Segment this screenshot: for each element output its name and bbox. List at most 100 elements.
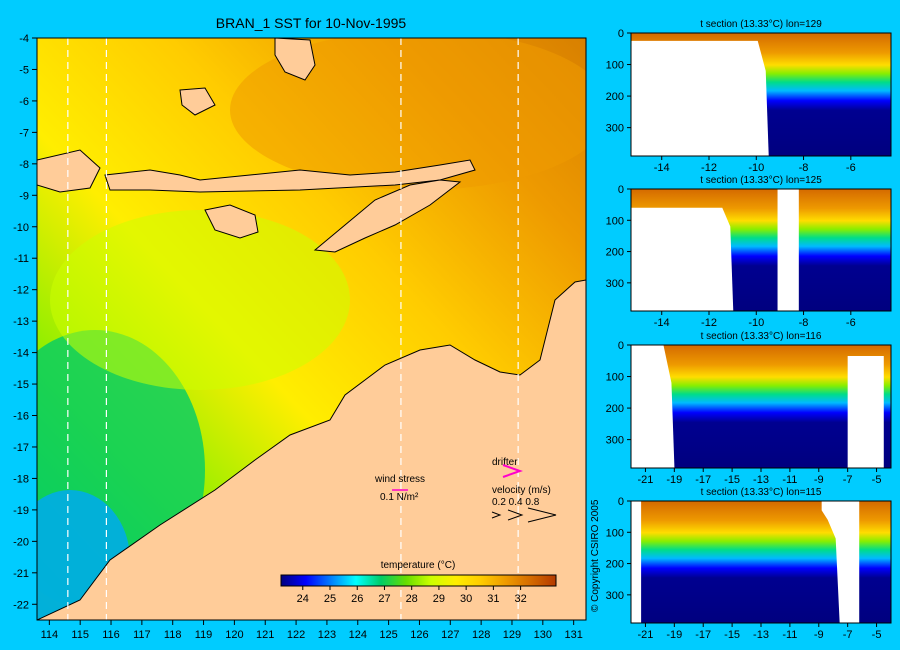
map-y-tick-label: -17	[13, 442, 29, 454]
section-x-tick-label: -12	[701, 162, 717, 174]
map-y-tick-label: -21	[13, 568, 29, 580]
map-y-tick-label: -18	[13, 473, 29, 485]
section-x-tick-label: -13	[753, 629, 769, 641]
section-x-tick-label: -14	[654, 317, 670, 329]
map-x-tick-label: 120	[225, 629, 243, 641]
map-x-tick-label: 119	[195, 629, 213, 641]
warm-eddy	[50, 210, 350, 390]
colorbar-tick-label: 32	[514, 593, 526, 605]
section-x-tick-label: -6	[846, 162, 856, 174]
section-y-tick-label: 200	[606, 247, 624, 259]
map-y-tick-label: -14	[13, 348, 29, 360]
section-x-tick-label: -5	[872, 474, 882, 486]
section-y-tick-label: 100	[606, 215, 624, 227]
section-title: t section (13.33°C) lon=125	[700, 175, 822, 186]
section-x-tick-label: -8	[799, 162, 809, 174]
section-x-tick-label: -11	[782, 629, 797, 641]
map-y-tick-label: -4	[19, 33, 29, 45]
map-y-axis: -4 -5 -6 -7 -8 -9 -10 -11 -12 -13 -14 -15 -16 -17 -18 -…	[13, 33, 37, 611]
map-y-tick-label: -15	[13, 379, 29, 391]
section-x-tick-label: -21	[637, 474, 653, 486]
map-y-tick-label: -5	[19, 64, 29, 76]
map-x-tick-label: 125	[379, 629, 397, 641]
colorbar-tick-label: 29	[433, 593, 445, 605]
section-frame	[630, 32, 892, 157]
section-x-tick-label: -10	[748, 162, 764, 174]
section-title: t section (13.33°C) lon=116	[701, 331, 822, 342]
section-x-tick-label: -11	[782, 474, 797, 486]
section-x-tick-label: -8	[799, 317, 809, 329]
section-land-mask	[777, 189, 799, 311]
map-x-tick-label: 114	[41, 629, 59, 641]
section-y-tick-label: 100	[606, 527, 624, 539]
section-y-tick-label: 200	[606, 91, 624, 103]
section-y-tick-label: 0	[618, 496, 624, 508]
section-y-tick-label: 300	[606, 278, 624, 290]
section-y-tick-label: 0	[618, 184, 624, 196]
section-y-tick-label: 0	[618, 28, 624, 40]
colorbar: temperature (°C) 24 25 26 27 28 29 30 31 32	[280, 560, 557, 605]
map-x-tick-label: 129	[503, 629, 521, 641]
map-y-tick-label: -6	[19, 96, 29, 108]
map-x-tick-label: 124	[349, 629, 367, 641]
map-x-tick-label: 118	[164, 629, 182, 641]
section-land-mask	[631, 40, 769, 157]
colorbar-tick-label: 26	[351, 593, 363, 605]
section-x-tick-label: -21	[637, 629, 653, 641]
colorbar-bar	[280, 574, 557, 587]
map-y-tick-label: -11	[14, 253, 29, 265]
land-flores-north	[274, 38, 316, 81]
wind-stress-label: wind stress	[374, 474, 425, 485]
map-y-tick-label: -9	[19, 190, 29, 202]
colorbar-tick-label: 27	[378, 593, 390, 605]
section-x-tick-label: -7	[843, 474, 853, 486]
section-x-tick-label: -7	[843, 629, 853, 641]
section-land-mask	[631, 345, 675, 468]
colorbar-tick-label: 30	[460, 593, 472, 605]
section-x-tick-label: -19	[666, 629, 682, 641]
section-x-tick-label: -17	[695, 629, 711, 641]
map-y-tick-label: -19	[13, 505, 29, 517]
section-title: t section (13.33°C) lon=115	[701, 487, 822, 498]
land-island-small	[179, 87, 216, 116]
map-x-axis: 114 115 116 117 118 119 120 121 122 123 124 125 126 1…	[41, 620, 583, 641]
section-x-tick-label: -12	[701, 317, 717, 329]
colorbar-ticks: 24 25 26 27 28 29 30 31 32	[297, 586, 527, 605]
drifter-label: drifter	[492, 457, 518, 468]
section-x-tick-label: -15	[724, 474, 740, 486]
section-y-tick-label: 300	[606, 123, 624, 135]
section-panel: t section (13.33°C) lon=115 -21 -19 -17 -15 -…	[606, 487, 892, 641]
section-land-mask	[631, 207, 734, 311]
section-panel: t section (13.33°C) lon=116 -21 -19 -17 -15 -…	[606, 331, 892, 486]
velocity-label: velocity (m/s)	[492, 485, 551, 496]
section-y-tick-label: 300	[606, 435, 624, 447]
colorbar-tick-label: 31	[487, 593, 499, 605]
map-x-tick-label: 123	[318, 629, 336, 641]
colorbar-tick-label: 24	[297, 593, 309, 605]
colorbar-tick-label: 25	[324, 593, 336, 605]
section-panel: t section (13.33°C) lon=129 -14 -12 -10 -8 -6…	[606, 19, 892, 174]
land-java	[37, 149, 101, 193]
map-x-tick-label: 127	[441, 629, 459, 641]
sst-map: BRAN_1 SST for 10-Nov-1995 114 115 116 117 1…	[13, 15, 587, 641]
section-title: t section (13.33°C) lon=129	[700, 19, 822, 30]
section-x-tick-label: -14	[654, 162, 670, 174]
map-y-tick-label: -7	[19, 127, 29, 139]
velocity-scale: 0.2 0.4 0.8	[492, 497, 540, 508]
map-y-tick-label: -8	[19, 159, 29, 171]
section-land-mask	[847, 356, 884, 468]
land-sumba	[204, 204, 259, 239]
section-panel: t section (13.33°C) lon=125 -14 -12 -10 -8 -6…	[606, 175, 892, 329]
velocity-arrows	[491, 507, 557, 523]
map-title: BRAN_1 SST for 10-Nov-1995	[216, 15, 407, 31]
section-y-tick-label: 100	[606, 60, 624, 72]
wind-stress-scale: 0.1 N/m²	[380, 492, 419, 503]
section-y-tick-label: 0	[618, 340, 624, 352]
section-x-tick-label: -17	[695, 474, 711, 486]
section-frame	[630, 188, 892, 312]
section-x-tick-label: -10	[748, 317, 764, 329]
map-y-tick-label: -10	[13, 222, 29, 234]
map-y-tick-label: -16	[13, 411, 29, 423]
copyright-notice: © Copyright CSIRO 2005	[590, 499, 601, 612]
